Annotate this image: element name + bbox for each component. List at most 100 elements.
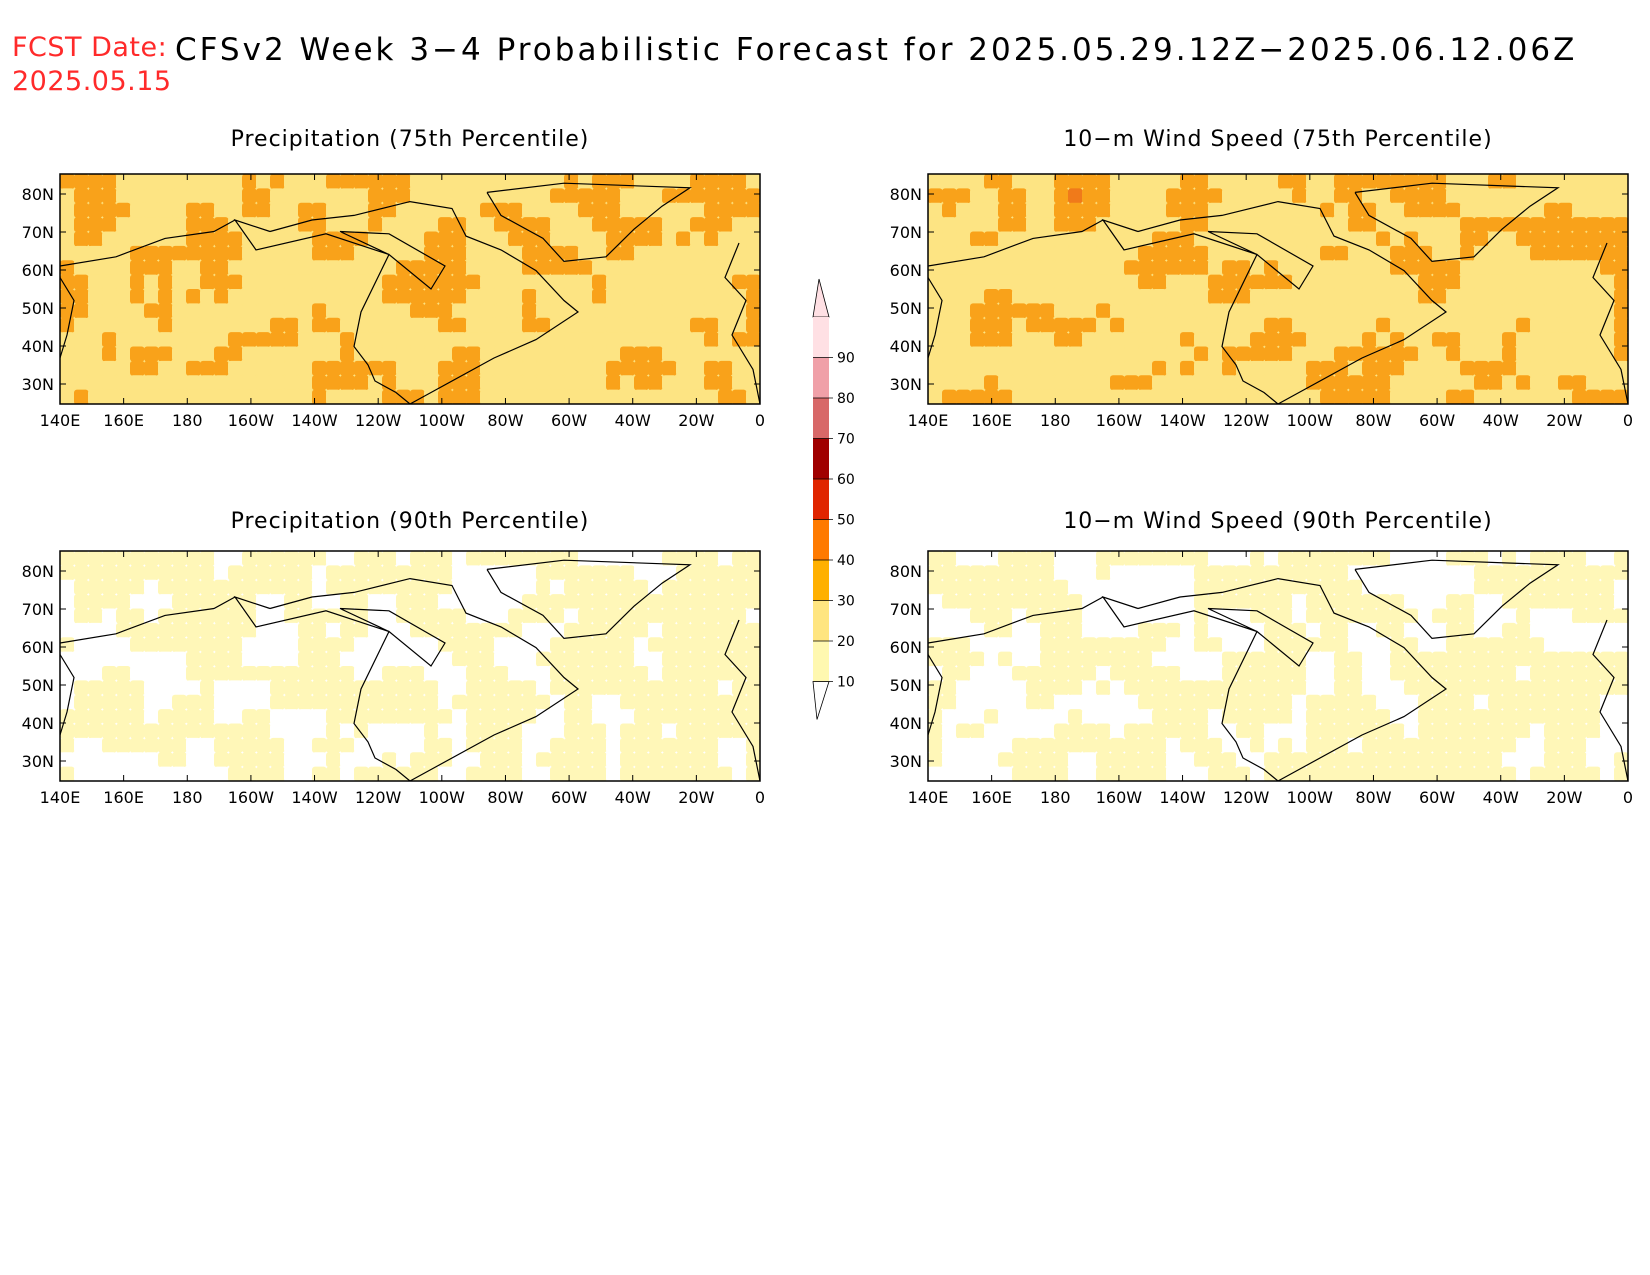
field-cell <box>1516 375 1531 391</box>
field-cell <box>1320 303 1335 319</box>
field-cell <box>396 723 411 739</box>
field-cell <box>424 622 439 638</box>
field-cell <box>200 202 215 218</box>
field-cell <box>1194 594 1209 610</box>
field-cell <box>508 579 523 595</box>
field-cell <box>1320 694 1335 710</box>
field-cell <box>1404 709 1419 725</box>
field-cell <box>340 231 355 247</box>
field-cell <box>270 332 285 348</box>
field-cell <box>970 346 985 362</box>
field-cell <box>186 289 201 304</box>
field-cell <box>382 389 397 404</box>
field-cell <box>1376 565 1391 581</box>
field-cell <box>508 752 523 768</box>
field-cell <box>340 737 355 753</box>
field-cell <box>970 217 985 233</box>
field-cell <box>634 360 649 376</box>
field-cell <box>550 737 565 753</box>
field-cell <box>1334 737 1349 753</box>
field-cell <box>1194 231 1209 247</box>
field-cell <box>984 303 999 319</box>
field-cell <box>172 622 187 638</box>
field-cell <box>452 594 467 610</box>
field-cell <box>1586 594 1601 610</box>
field-cell <box>1502 723 1517 739</box>
field-cell <box>130 289 145 304</box>
field-cell <box>1446 694 1461 710</box>
field-cell <box>60 752 75 768</box>
field-cell <box>1292 303 1307 319</box>
field-cell <box>60 202 75 218</box>
field-cell <box>1096 551 1111 566</box>
field-cell <box>1026 766 1041 781</box>
field-cell <box>984 217 999 233</box>
field-cell <box>410 332 425 348</box>
field-cell <box>172 231 187 247</box>
field-cell <box>172 245 187 261</box>
field-cell <box>200 360 215 376</box>
field-cell <box>256 231 271 247</box>
field-cell <box>1110 666 1125 681</box>
field-cell <box>1334 637 1349 653</box>
field-cell <box>1390 666 1405 681</box>
field-cell <box>928 375 943 391</box>
field-cell <box>1026 289 1041 304</box>
field-cell <box>410 579 425 595</box>
field-cell <box>1292 752 1307 768</box>
field-cell <box>186 680 201 696</box>
field-cell <box>298 723 313 739</box>
field-cell <box>676 622 691 638</box>
field-cell <box>368 317 383 333</box>
field-cell <box>1040 174 1055 189</box>
field-cell <box>564 622 579 638</box>
field-cell <box>928 188 943 204</box>
field-cell <box>704 289 719 304</box>
field-cell <box>1460 274 1475 290</box>
field-cell <box>1264 174 1279 189</box>
field-cell <box>1348 766 1363 781</box>
field-cell <box>326 766 341 781</box>
field-cell <box>1432 694 1447 710</box>
field-cell <box>592 666 607 681</box>
field-cell <box>732 651 747 667</box>
field-cell <box>1446 594 1461 610</box>
field-cell <box>284 651 299 667</box>
field-cell <box>1488 622 1503 638</box>
field-cell <box>592 317 607 333</box>
field-cell <box>1236 260 1251 276</box>
field-cell <box>368 303 383 319</box>
field-cell <box>1614 375 1628 391</box>
field-cell <box>480 217 495 233</box>
field-cell <box>1068 666 1083 681</box>
field-cell <box>214 346 229 362</box>
field-cell <box>1068 260 1083 276</box>
field-cell <box>1432 202 1447 218</box>
field-cell <box>130 245 145 261</box>
field-cell <box>1222 594 1237 610</box>
field-cell <box>368 680 383 696</box>
figure-header: FCST Date: 2025.05.15 CFSv2 Week 3−4 Pro… <box>12 32 1642 102</box>
field-cell <box>1040 260 1055 276</box>
field-cell <box>1208 737 1223 753</box>
field-cell <box>144 622 159 638</box>
field-cell <box>214 622 229 638</box>
field-cell <box>242 317 257 333</box>
field-cell <box>1222 737 1237 753</box>
field-cell <box>242 274 257 290</box>
field-cell <box>970 680 985 696</box>
field-cell <box>508 680 523 696</box>
field-cell <box>1446 360 1461 376</box>
field-cell <box>60 389 75 404</box>
field-cell <box>1320 565 1335 581</box>
field-cell <box>1404 389 1419 404</box>
field-cell <box>1390 346 1405 362</box>
field-cell <box>564 565 579 581</box>
field-cell <box>1544 289 1559 304</box>
field-cell <box>1586 608 1601 624</box>
field-cell <box>1208 245 1223 261</box>
field-cell <box>718 651 733 667</box>
field-cell <box>718 346 733 362</box>
field-cell <box>1236 752 1251 768</box>
field-cell <box>606 694 621 710</box>
